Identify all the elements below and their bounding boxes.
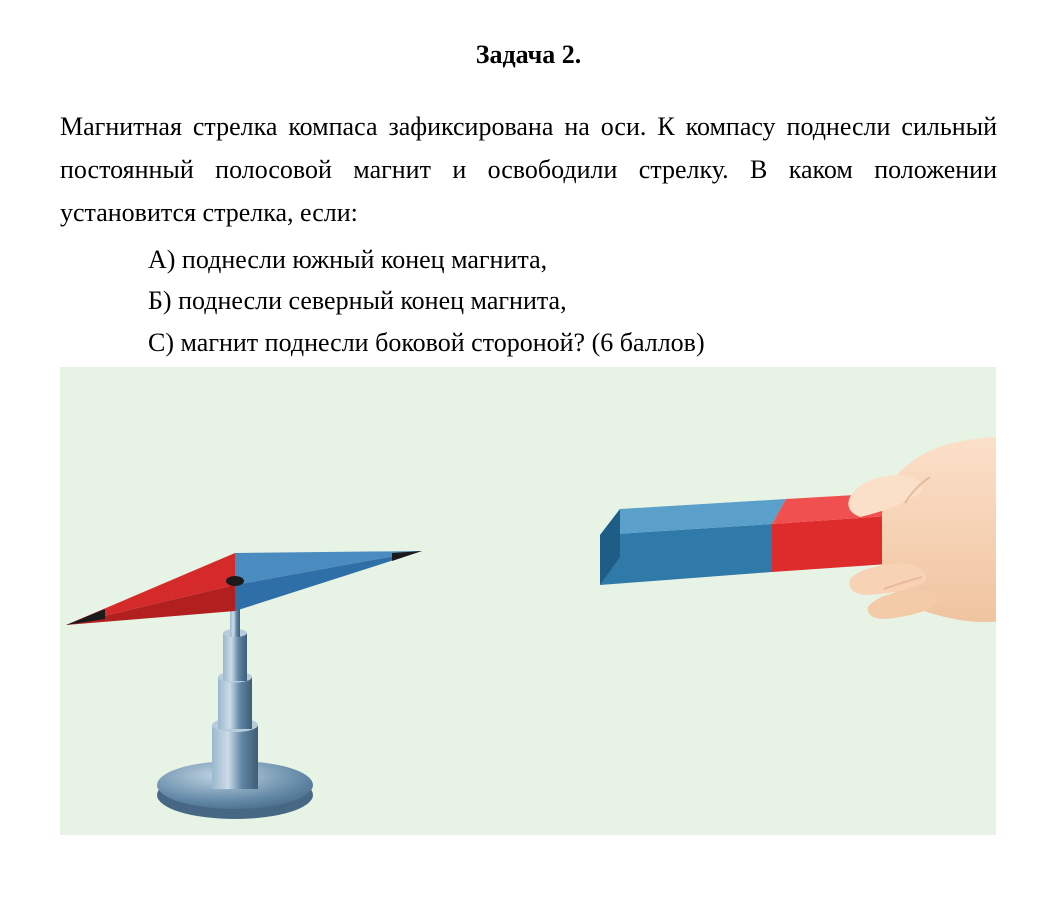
option-a: А) поднесли южный конец магнита, [60, 239, 997, 281]
option-b: Б) поднесли северный конец магнита, [60, 280, 997, 322]
compass-needle [66, 551, 422, 625]
problem-body: Магнитная стрелка компаса зафиксирована … [60, 106, 997, 235]
problem-title: Задача 2. [60, 40, 997, 70]
illustration-panel [60, 367, 996, 835]
option-c: С) магнит поднесли боковой стороной? (6 … [60, 322, 997, 364]
illustration-svg [60, 367, 996, 835]
